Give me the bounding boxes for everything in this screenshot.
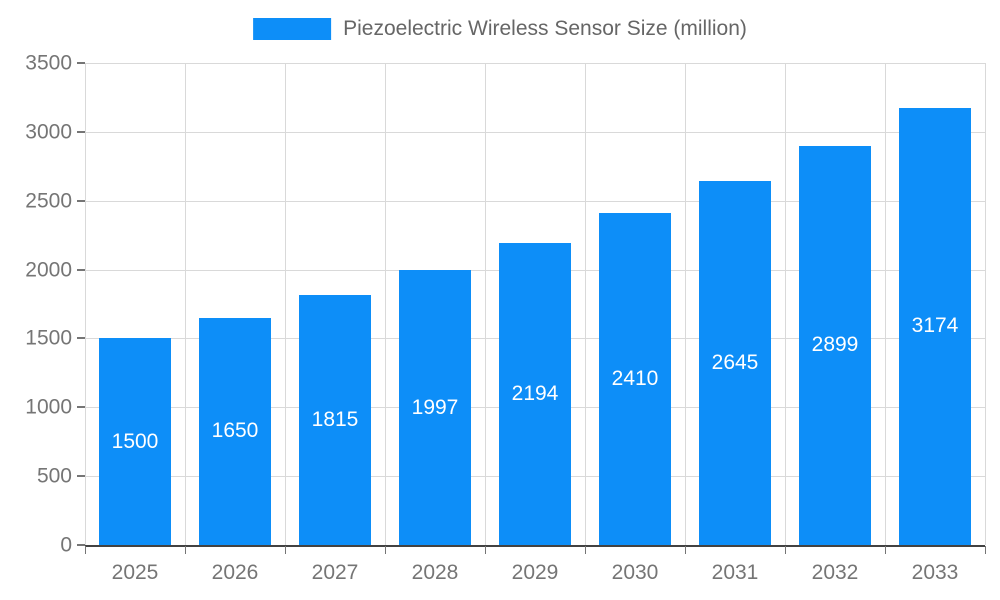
bar-value-label: 2194 — [511, 381, 559, 405]
bar-value-label: 1815 — [311, 408, 359, 432]
x-axis-tick — [185, 546, 186, 554]
bar-value-label: 2645 — [711, 350, 759, 374]
x-axis-label: 2032 — [811, 561, 859, 584]
bar-2029[interactable]: 2194 — [499, 242, 571, 545]
legend-item[interactable]: Piezoelectric Wireless Sensor Size (mill… — [253, 17, 747, 41]
bar-2032[interactable]: 2899 — [799, 145, 871, 545]
x-axis-label: 2027 — [311, 561, 359, 584]
y-axis-tick — [77, 337, 85, 340]
x-axis-tick — [985, 546, 986, 554]
y-axis-label: 2500 — [25, 189, 72, 213]
y-axis-tick — [77, 62, 85, 64]
v-gridline — [385, 63, 386, 545]
y-axis-label: 3500 — [25, 51, 72, 75]
v-gridline — [485, 63, 486, 545]
x-axis-tick — [585, 546, 586, 554]
y-axis-label: 2000 — [25, 258, 72, 282]
bar-value-label: 2410 — [611, 367, 659, 391]
y-axis-label: 0 — [60, 533, 72, 557]
y-axis-tick — [77, 199, 85, 202]
plot-area: 1500 1650 1815 1997 2194 2410 2645 2899 3174 — [85, 63, 986, 545]
x-axis-tick — [485, 546, 486, 554]
bar-value-label: 1500 — [111, 429, 159, 453]
y-axis-tick — [77, 406, 85, 409]
x-axis-label: 2028 — [411, 561, 459, 584]
bar-value-label: 2899 — [811, 333, 859, 357]
bar-2031[interactable]: 2645 — [699, 180, 771, 545]
x-axis-tick — [885, 546, 886, 554]
y-axis-label: 1000 — [25, 395, 72, 419]
v-gridline — [285, 63, 286, 545]
y-axis-tick — [77, 544, 85, 546]
y-axis-tick — [77, 475, 85, 478]
bar-2027[interactable]: 1815 — [299, 295, 371, 545]
h-gridline — [85, 131, 985, 133]
x-axis-label: 2025 — [111, 561, 159, 584]
x-axis-label: 2031 — [711, 561, 759, 584]
x-axis-label: 2029 — [511, 561, 559, 584]
v-gridline — [85, 63, 86, 545]
bar-2025[interactable]: 1500 — [99, 338, 171, 545]
legend-swatch — [253, 18, 332, 40]
v-gridline — [585, 63, 586, 545]
bar-2030[interactable]: 2410 — [599, 213, 671, 545]
x-axis-label: 2026 — [211, 561, 259, 584]
bar-value-label: 1997 — [411, 395, 459, 419]
v-gridline — [885, 63, 886, 545]
bar-2033[interactable]: 3174 — [899, 107, 971, 545]
x-axis-tick — [685, 546, 686, 554]
x-axis-label: 2030 — [611, 561, 659, 584]
y-axis-tick — [77, 130, 85, 133]
h-gridline — [85, 63, 985, 64]
bar-2028[interactable]: 1997 — [399, 270, 471, 545]
v-gridline — [785, 63, 786, 545]
bar-value-label: 3174 — [911, 314, 959, 338]
x-axis-label: 2033 — [911, 561, 959, 584]
v-gridline — [985, 63, 986, 545]
v-gridline — [685, 63, 686, 545]
y-axis-label: 1500 — [25, 326, 72, 350]
x-axis-tick — [285, 546, 286, 554]
y-axis-tick — [77, 268, 85, 271]
legend-label: Piezoelectric Wireless Sensor Size (mill… — [343, 17, 747, 40]
x-axis-line — [85, 545, 985, 547]
h-gridline — [85, 200, 985, 202]
bar-value-label: 1650 — [211, 419, 259, 443]
x-axis-tick — [385, 546, 386, 554]
v-gridline — [185, 63, 186, 545]
bar-2026[interactable]: 1650 — [199, 317, 271, 545]
y-axis-label: 500 — [36, 464, 72, 488]
x-axis-tick — [785, 546, 786, 554]
y-axis-label: 3000 — [25, 120, 72, 144]
x-axis-tick — [85, 546, 86, 554]
